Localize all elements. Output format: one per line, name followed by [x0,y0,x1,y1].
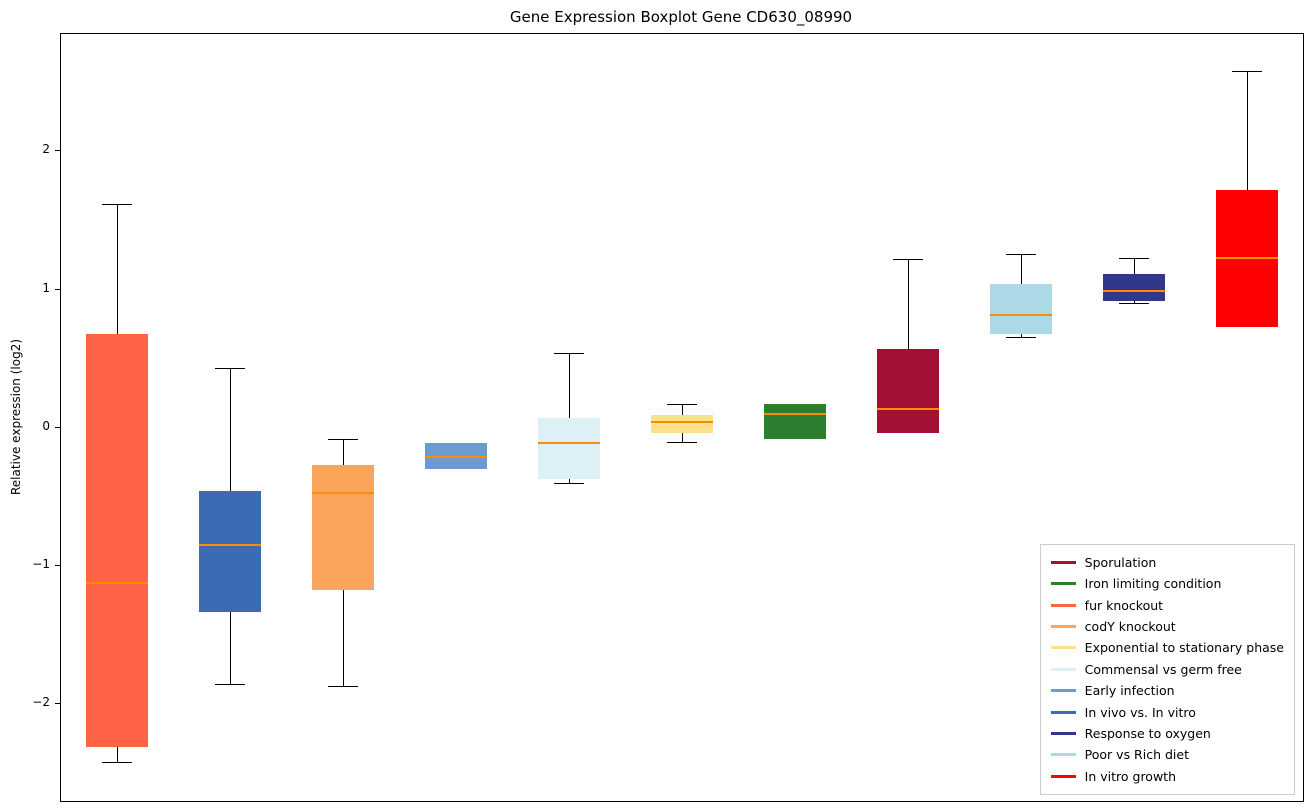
box-cody-knockout [312,465,374,590]
box-sporulation [877,349,939,434]
whisker-upper-in-vitro-growth [1247,71,1248,191]
legend-row-poor-vs-rich-diet: Poor vs Rich diet [1050,744,1284,765]
legend-label-in-vivo-vs-in-vitro: In vivo vs. In vitro [1084,704,1196,720]
median-poor-vs-rich-diet [990,313,1052,316]
whisker-upper-fur-knockout [117,203,118,334]
whisker-upper-exponential-to-stationary-phase [682,404,683,416]
whisker-lower-in-vivo-vs-in-vitro [230,611,231,684]
y-tick-label: 0 [42,418,50,433]
whisker-lower-exponential-to-stationary-phase [682,433,683,442]
whisker-upper-response-to-oxygen [1134,257,1135,275]
legend-label-cody-knockout: codY knockout [1084,619,1176,635]
cap-upper-sporulation [893,259,923,261]
y-tick-mark [55,703,60,705]
legend-row-exponential-to-stationary-phase: Exponential to stationary phase [1050,637,1284,658]
legend-row-early-infection: Early infection [1050,680,1284,701]
cap-lower-poor-vs-rich-diet [1006,336,1036,338]
cap-lower-commensal-vs-germ-free [554,483,584,485]
cap-upper-poor-vs-rich-diet [1006,253,1036,255]
legend-swatch-commensal-vs-germ-free [1050,667,1076,671]
cap-upper-commensal-vs-germ-free [554,353,584,355]
whisker-upper-sporulation [908,259,909,350]
legend-row-commensal-vs-germ-free: Commensal vs germ free [1050,659,1284,680]
legend-swatch-response-to-oxygen [1050,732,1076,736]
y-tick-mark [55,150,60,152]
median-early-infection [425,455,487,458]
cap-lower-in-vivo-vs-in-vitro [215,683,245,685]
legend-swatch-sporulation [1050,560,1076,564]
whisker-lower-poor-vs-rich-diet [1021,333,1022,337]
legend-swatch-early-infection [1050,689,1076,693]
median-exponential-to-stationary-phase [651,421,713,424]
cap-lower-response-to-oxygen [1119,303,1149,305]
box-iron-limiting-condition [764,404,826,439]
box-fur-knockout [86,333,148,748]
legend-swatch-iron-limiting-condition [1050,582,1076,586]
legend-label-early-infection: Early infection [1084,683,1175,699]
box-exponential-to-stationary-phase [651,415,713,434]
box-in-vivo-vs-in-vitro [199,491,261,612]
legend-swatch-fur-knockout [1050,603,1076,607]
legend-swatch-in-vivo-vs-in-vitro [1050,710,1076,714]
y-tick-label: −1 [32,557,50,572]
legend-label-exponential-to-stationary-phase: Exponential to stationary phase [1084,640,1284,656]
legend-swatch-poor-vs-rich-diet [1050,753,1076,757]
legend-swatch-cody-knockout [1050,625,1076,629]
cap-lower-cody-knockout [328,686,358,688]
y-axis-label: Relative expression (log2) [9,338,23,496]
cap-upper-cody-knockout [328,438,358,440]
cap-upper-in-vitro-growth [1232,71,1262,73]
whisker-lower-cody-knockout [343,589,344,687]
cap-upper-in-vivo-vs-in-vitro [215,368,245,370]
whisker-lower-response-to-oxygen [1134,300,1135,304]
whisker-upper-cody-knockout [343,438,344,466]
y-tick-mark [55,426,60,428]
legend-label-commensal-vs-germ-free: Commensal vs germ free [1084,661,1242,677]
box-commensal-vs-germ-free [538,418,600,479]
legend-swatch-exponential-to-stationary-phase [1050,646,1076,650]
median-cody-knockout [312,491,374,494]
whisker-upper-in-vivo-vs-in-vitro [230,368,231,492]
legend: Sporulation Iron limiting condition fur kn… [1039,543,1295,795]
legend-row-iron-limiting-condition: Iron limiting condition [1050,573,1284,594]
median-in-vitro-growth [1216,256,1278,259]
legend-row-fur-knockout: fur knockout [1050,594,1284,615]
y-tick-label: −2 [32,695,50,710]
legend-row-response-to-oxygen: Response to oxygen [1050,723,1284,744]
median-in-vivo-vs-in-vitro [199,544,261,547]
whisker-lower-fur-knockout [117,747,118,763]
cap-lower-fur-knockout [102,762,132,764]
chart-title: Gene Expression Boxplot Gene CD630_08990 [509,8,853,26]
median-commensal-vs-germ-free [538,442,600,445]
legend-row-in-vitro-growth: In vitro growth [1050,766,1284,787]
legend-label-poor-vs-rich-diet: Poor vs Rich diet [1084,747,1189,763]
legend-label-in-vitro-growth: In vitro growth [1084,768,1177,784]
median-fur-knockout [86,581,148,584]
y-tick-label: 1 [42,280,50,295]
box-poor-vs-rich-diet [990,284,1052,334]
box-response-to-oxygen [1103,274,1165,301]
legend-row-in-vivo-vs-in-vitro: In vivo vs. In vitro [1050,701,1284,722]
legend-label-iron-limiting-condition: Iron limiting condition [1084,576,1222,592]
whisker-upper-commensal-vs-germ-free [569,353,570,419]
cap-lower-exponential-to-stationary-phase [667,441,697,443]
median-response-to-oxygen [1103,290,1165,293]
cap-upper-response-to-oxygen [1119,257,1149,259]
cap-upper-fur-knockout [102,203,132,205]
cap-upper-exponential-to-stationary-phase [667,404,697,406]
whisker-lower-commensal-vs-germ-free [569,478,570,484]
legend-label-fur-knockout: fur knockout [1084,597,1164,613]
legend-label-sporulation: Sporulation [1084,554,1157,570]
legend-row-sporulation: Sporulation [1050,552,1284,573]
y-tick-mark [55,288,60,290]
legend-label-response-to-oxygen: Response to oxygen [1084,726,1211,742]
median-iron-limiting-condition [764,413,826,416]
y-tick-mark [55,565,60,567]
median-sporulation [877,407,939,410]
legend-row-cody-knockout: codY knockout [1050,616,1284,637]
y-tick-label: 2 [42,142,50,157]
legend-swatch-in-vitro-growth [1050,774,1076,778]
whisker-upper-poor-vs-rich-diet [1021,253,1022,285]
